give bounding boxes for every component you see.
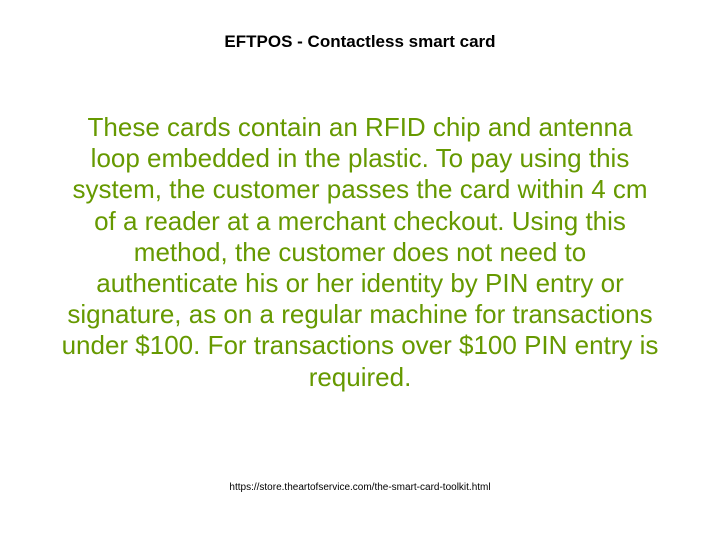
slide-footer-url: https://store.theartofservice.com/the-sm… [0, 482, 720, 493]
slide: EFTPOS - Contactless smart card These ca… [0, 0, 720, 540]
slide-body-text: These cards contain an RFID chip and ant… [60, 112, 660, 532]
slide-title: EFTPOS - Contactless smart card [0, 32, 720, 52]
